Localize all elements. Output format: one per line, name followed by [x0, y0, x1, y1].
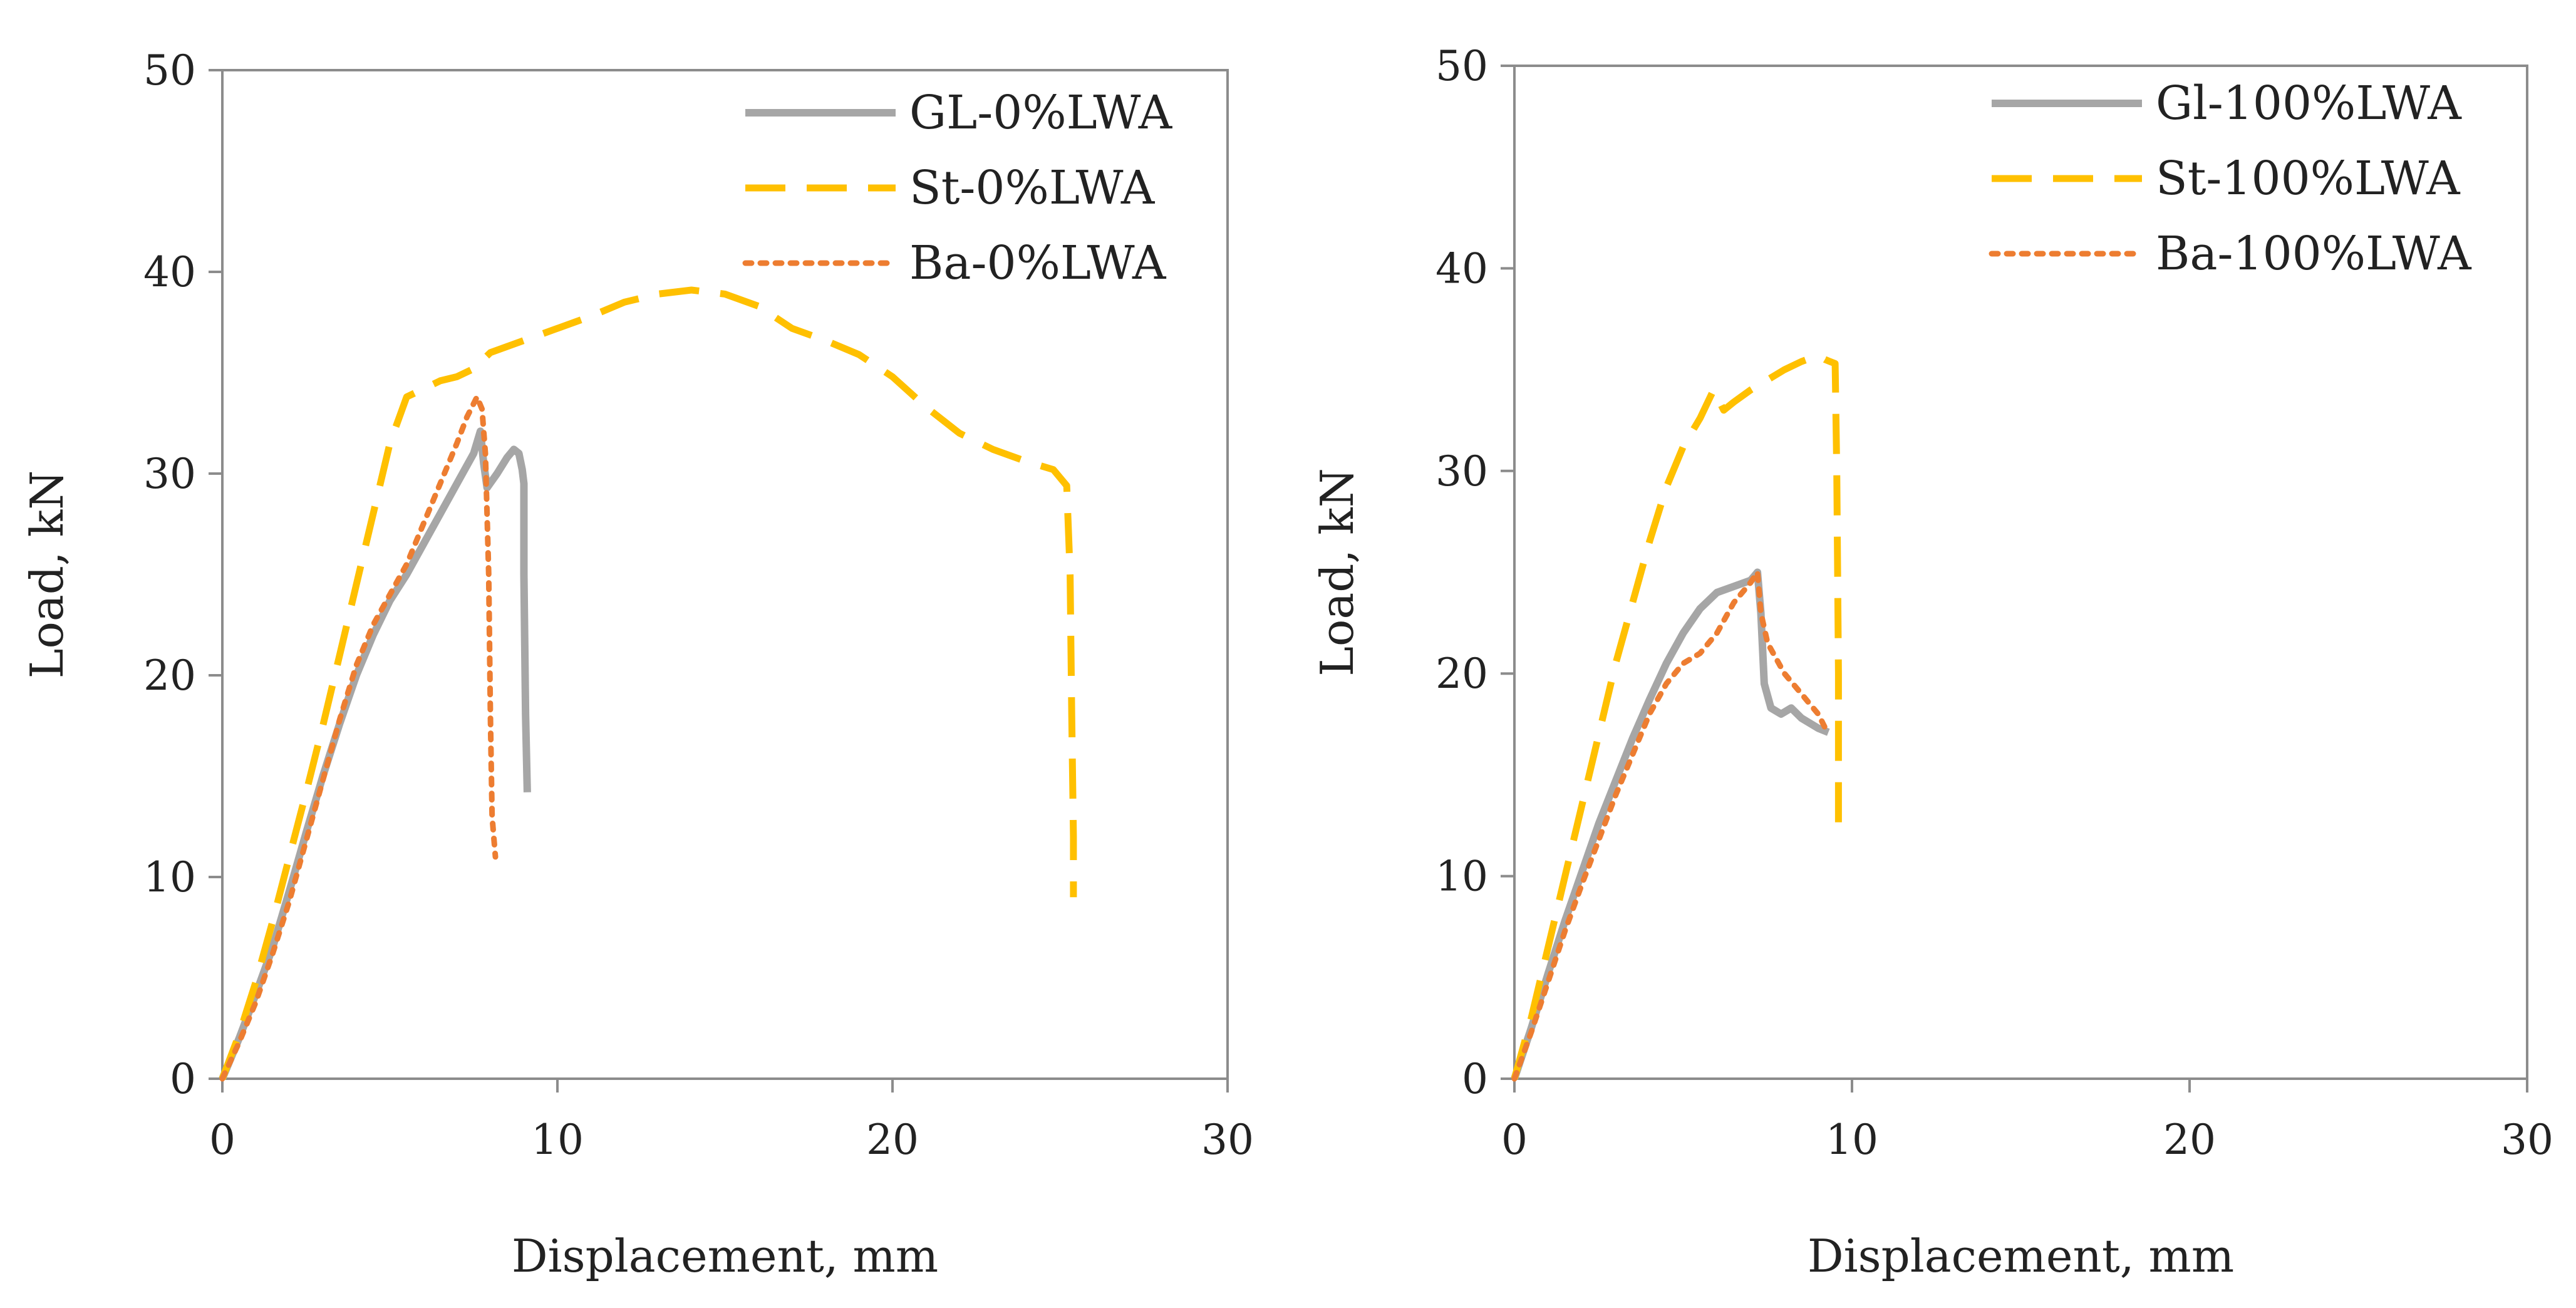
x-tick-label: 30	[2501, 1116, 2553, 1164]
series-line-Ba-0%LWA	[219, 394, 499, 1082]
y-tick-label: 40	[1435, 244, 1488, 293]
plot-area	[221, 69, 1229, 1080]
y-tick-label: 0	[1462, 1055, 1488, 1103]
y-tick-label: 50	[143, 46, 196, 95]
legend-label: GL-0%LWA	[909, 86, 1173, 140]
chart-left: 0 10 20 30 40 50 0 10 20 30 Displacement, mm Load, …	[21, 46, 1254, 1282]
x-tick-label: 0	[209, 1116, 235, 1164]
y-axis-title: Load, kN	[21, 470, 73, 679]
series-line-Gl-100%LWA	[1511, 568, 1830, 1080]
series-line-St-100%LWA	[1511, 352, 1842, 1080]
x-tick-label: 10	[531, 1116, 584, 1164]
y-tick-label: 50	[1435, 42, 1488, 90]
y-axis-title: Load, kN	[1311, 468, 1363, 677]
x-axis-title: Displacement, mm	[512, 1230, 938, 1282]
legend-label: St-100%LWA	[2156, 152, 2461, 205]
series-line-St-0%LWA	[219, 286, 1077, 1080]
legend-label: Ba-100%LWA	[2156, 227, 2472, 281]
legend-label: Gl-100%LWA	[2156, 76, 2462, 130]
x-tick-label: 30	[1201, 1116, 1254, 1164]
chart-right: 0 10 20 30 40 50 0 10 20 30 Displacement, mm Load, …	[1311, 42, 2553, 1282]
y-tick-label: 20	[143, 651, 196, 700]
y-tick-label: 30	[143, 450, 196, 498]
y-tick-label: 20	[1435, 650, 1488, 698]
legend-label: Ba-0%LWA	[909, 236, 1167, 290]
x-axis-title: Displacement, mm	[1808, 1230, 2234, 1282]
legend-label: St-0%LWA	[909, 161, 1156, 215]
x-tick-label: 10	[1826, 1116, 1878, 1164]
series-line-GL-0%LWA	[219, 427, 531, 1081]
x-tick-label: 20	[866, 1116, 919, 1164]
series-line-Ba-100%LWA	[1511, 569, 1831, 1082]
x-tick-label: 20	[2163, 1116, 2216, 1164]
plot-area	[1513, 65, 2528, 1080]
y-tick-label: 40	[143, 248, 196, 296]
y-tick-label: 30	[1435, 447, 1488, 496]
x-tick-label: 0	[1501, 1116, 1528, 1164]
y-tick-label: 10	[143, 853, 196, 901]
y-tick-label: 10	[1435, 853, 1488, 901]
y-tick-label: 0	[170, 1055, 196, 1103]
